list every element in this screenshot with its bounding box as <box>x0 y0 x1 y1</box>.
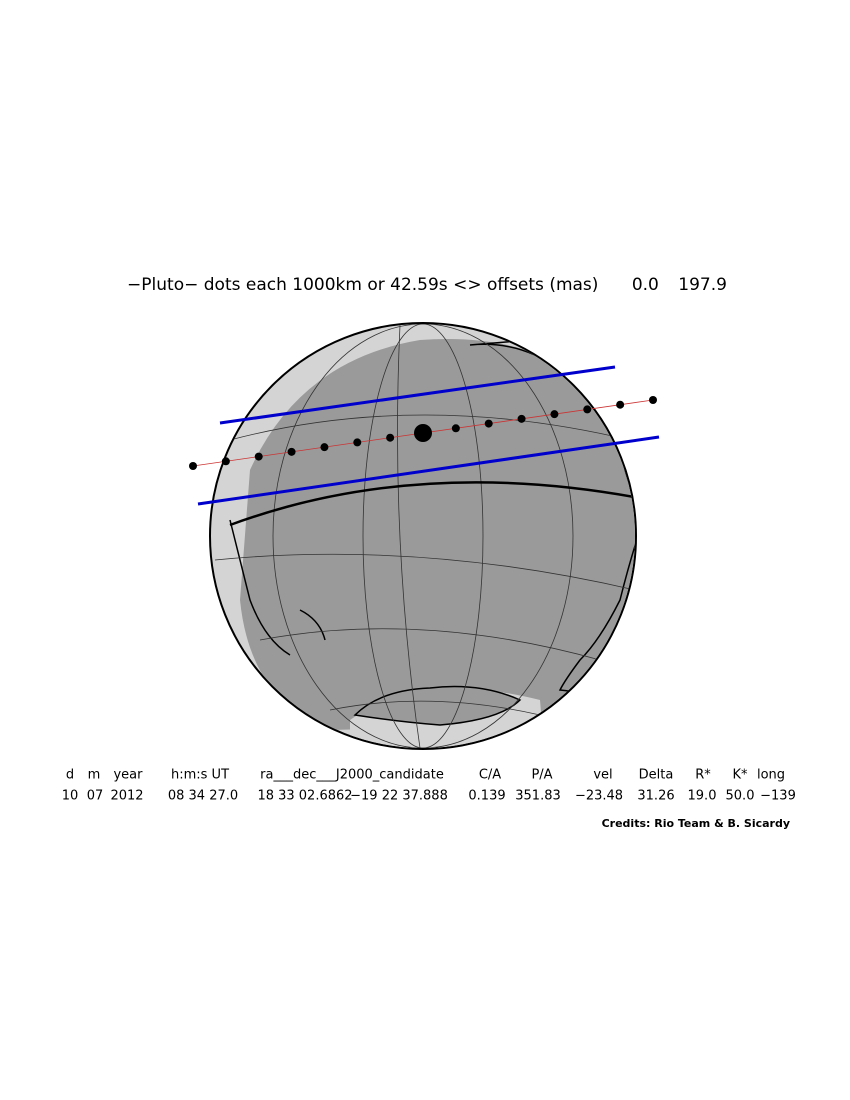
column-header: P/A <box>531 768 552 783</box>
position-dot <box>616 400 625 409</box>
table-value: −23.48 <box>575 789 623 804</box>
offset-y: 197.9 <box>678 275 727 295</box>
column-header: d <box>66 768 74 783</box>
position-dot <box>484 419 493 428</box>
position-dot <box>451 424 460 433</box>
column-header: long <box>757 768 785 783</box>
position-dot <box>189 462 197 470</box>
column-header: year <box>113 768 143 783</box>
table-value: 08 34 27.0 <box>168 789 238 804</box>
table-value: −139 <box>760 789 796 804</box>
title-text: −Pluto− dots each 1000km or 42.59s <> of… <box>127 275 598 295</box>
position-dot <box>550 410 559 419</box>
table-value: 10 <box>62 789 79 804</box>
position-dot <box>287 447 296 456</box>
position-dot <box>649 396 657 404</box>
table-value: 18 33 02.6862 <box>257 789 352 804</box>
table-value: 07 <box>87 789 104 804</box>
position-dot <box>353 438 362 447</box>
position-dot <box>221 457 230 466</box>
event-table: d m year h:m:s UT ra___dec___J2000_candidate… <box>62 768 796 804</box>
shadow-path <box>189 365 660 506</box>
table-value: 351.83 <box>515 789 561 804</box>
table-value: 2012 <box>110 789 143 804</box>
table-value: 31.26 <box>637 789 674 804</box>
column-header: R* <box>695 768 711 783</box>
column-header: ra___dec___J2000_candidate <box>260 768 444 783</box>
position-dot <box>320 443 329 452</box>
offset-x: 0.0 <box>632 275 659 295</box>
column-header: Delta <box>639 768 674 783</box>
globe <box>209 322 637 750</box>
position-dot <box>386 433 395 442</box>
column-header: m <box>88 768 101 783</box>
position-dot <box>517 414 526 423</box>
column-header: vel <box>593 768 612 783</box>
table-value: 0.139 <box>468 789 505 804</box>
column-header: C/A <box>479 768 501 783</box>
table-value: 50.0 <box>726 789 755 804</box>
title: −Pluto− dots each 1000km or 42.59s <> of… <box>127 275 727 295</box>
position-dot <box>254 452 263 461</box>
table-value: 19.0 <box>688 789 717 804</box>
credits: Credits: Rio Team & B. Sicardy <box>602 817 790 830</box>
column-header: K* <box>732 768 748 783</box>
position-dot <box>583 405 592 414</box>
table-value: −19 22 37.888 <box>350 789 448 804</box>
column-header: h:m:s UT <box>171 768 229 783</box>
